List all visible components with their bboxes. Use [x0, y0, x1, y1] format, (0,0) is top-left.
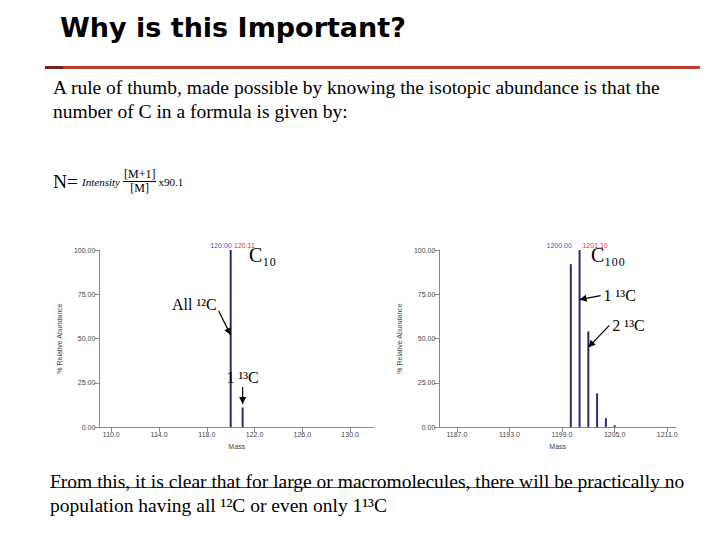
svg-text:1193.0: 1193.0 — [499, 431, 520, 438]
svg-text:1 ¹³C: 1 ¹³C — [604, 287, 636, 304]
html-text:[M]: [M] — [130, 181, 149, 195]
svg-text:2 ¹³C: 2 ¹³C — [612, 317, 644, 334]
svg-text:1200.00: 1200.00 — [546, 242, 571, 249]
svg-text:0.00: 0.00 — [82, 424, 96, 431]
svg-text:Mass: Mass — [549, 443, 566, 450]
svg-text:120.11: 120.11 — [234, 242, 255, 249]
svg-text:100.00: 100.00 — [414, 247, 436, 254]
svg-text:126.0: 126.0 — [294, 431, 312, 438]
svg-text:C₁₀₀: C₁₀₀ — [591, 244, 626, 266]
svg-text:118.0: 118.0 — [198, 431, 215, 438]
svg-text:1201.10: 1201.10 — [582, 242, 607, 249]
svg-text:100.00: 100.00 — [74, 247, 96, 254]
svg-text:1205.0: 1205.0 — [604, 431, 626, 438]
svg-text:75.00: 75.00 — [418, 291, 436, 298]
svg-text:75.00: 75.00 — [78, 291, 96, 298]
html-text:[M+1]: [M+1] — [124, 167, 156, 181]
svg-text:50.00: 50.00 — [78, 335, 96, 342]
svg-text:C₁₀: C₁₀ — [249, 244, 277, 266]
html-text:x90.1: x90.1 — [158, 175, 184, 188]
svg-text:1199.0: 1199.0 — [552, 431, 573, 438]
svg-text:25.00: 25.00 — [78, 379, 96, 386]
svg-text:25.00: 25.00 — [418, 379, 436, 386]
svg-text:110.0: 110.0 — [103, 431, 120, 438]
svg-text:1187.0: 1187.0 — [446, 431, 467, 438]
svg-text:122.0: 122.0 — [246, 431, 264, 438]
svg-text:Mass: Mass — [228, 443, 245, 450]
svg-text:1211.0: 1211.0 — [657, 431, 678, 438]
html-text:A rule of thumb, made possible: A rule of thumb, made possible by knowin… — [53, 77, 660, 122]
html-text:N= Intensity: N= Intensity — [53, 170, 120, 192]
svg-text:130.0: 130.0 — [341, 431, 359, 438]
svg-text:114.0: 114.0 — [151, 431, 168, 438]
svg-text:50.00: 50.00 — [418, 335, 436, 342]
svg-text:% Relative Abundance: % Relative Abundance — [396, 303, 403, 374]
html-text:Why is this Important?: Why is this Important? — [60, 12, 406, 43]
svg-text:1 ¹³C: 1 ¹³C — [226, 369, 258, 386]
svg-text:% Relative Abundance: % Relative Abundance — [56, 303, 63, 374]
svg-text:All ¹²C: All ¹²C — [172, 296, 217, 313]
svg-text:0.00: 0.00 — [422, 424, 436, 431]
svg-text:120.00: 120.00 — [210, 242, 232, 249]
html-text:From this, it is clear that fo: From this, it is clear that for large or… — [50, 471, 685, 516]
